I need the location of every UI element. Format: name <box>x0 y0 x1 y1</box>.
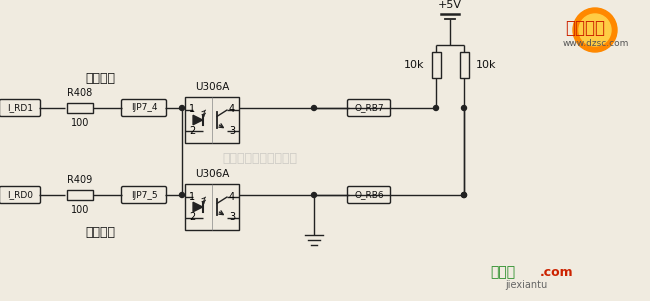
Bar <box>67 103 93 113</box>
Text: .com: .com <box>540 265 573 278</box>
Text: 杭州樨丰科技有限公司: 杭州樨丰科技有限公司 <box>222 151 298 165</box>
Text: 100: 100 <box>71 118 89 128</box>
Text: www.dzsc.com: www.dzsc.com <box>563 39 629 48</box>
Text: 3: 3 <box>229 213 235 222</box>
FancyBboxPatch shape <box>0 187 40 203</box>
Text: 4: 4 <box>229 104 235 114</box>
Text: R408: R408 <box>68 88 92 98</box>
Text: 1: 1 <box>189 104 195 114</box>
Circle shape <box>179 193 185 197</box>
Text: IJP7_4: IJP7_4 <box>131 104 157 113</box>
Text: 维库一卡: 维库一卡 <box>565 19 605 37</box>
Text: jiexiantu: jiexiantu <box>505 280 547 290</box>
Text: 10k: 10k <box>476 60 497 70</box>
Circle shape <box>579 14 611 46</box>
Text: 100: 100 <box>71 205 89 215</box>
Bar <box>432 52 441 78</box>
Circle shape <box>179 105 185 110</box>
Circle shape <box>573 8 617 52</box>
Bar <box>185 184 239 230</box>
Text: U306A: U306A <box>195 169 229 179</box>
FancyBboxPatch shape <box>0 100 40 116</box>
FancyBboxPatch shape <box>348 100 391 116</box>
Circle shape <box>462 193 467 197</box>
Text: 10k: 10k <box>404 60 424 70</box>
Text: 1: 1 <box>189 191 195 201</box>
Text: 3: 3 <box>229 126 235 135</box>
Text: 接线图: 接线图 <box>490 265 515 279</box>
Text: 降压备妥: 降压备妥 <box>85 226 115 240</box>
Circle shape <box>462 193 467 197</box>
Text: U306A: U306A <box>195 82 229 92</box>
FancyBboxPatch shape <box>122 187 166 203</box>
Polygon shape <box>193 202 203 212</box>
Text: IJP7_5: IJP7_5 <box>131 191 157 200</box>
Text: R409: R409 <box>68 175 92 185</box>
Text: I_RD0: I_RD0 <box>7 191 33 200</box>
Text: I_RD1: I_RD1 <box>7 104 33 113</box>
Circle shape <box>311 105 317 110</box>
Text: +5V: +5V <box>438 0 462 10</box>
Bar <box>460 52 469 78</box>
Polygon shape <box>193 115 203 125</box>
Circle shape <box>434 105 439 110</box>
Circle shape <box>462 105 467 110</box>
Bar <box>67 190 93 200</box>
Circle shape <box>311 193 317 197</box>
FancyBboxPatch shape <box>122 100 166 116</box>
Text: 升压备妥: 升压备妥 <box>85 72 115 85</box>
Bar <box>185 97 239 143</box>
Text: 2: 2 <box>189 126 195 135</box>
Text: O_RB6: O_RB6 <box>354 191 383 200</box>
Text: O_RB7: O_RB7 <box>354 104 383 113</box>
Text: 4: 4 <box>229 191 235 201</box>
FancyBboxPatch shape <box>348 187 391 203</box>
Text: 2: 2 <box>189 213 195 222</box>
